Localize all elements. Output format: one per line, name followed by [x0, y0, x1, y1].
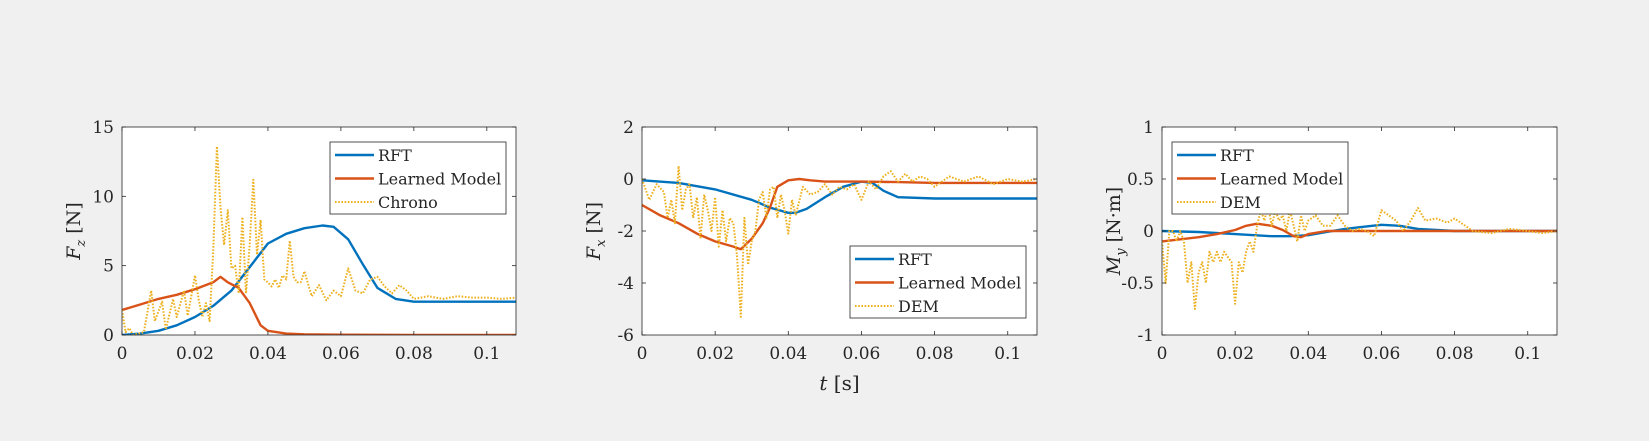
y-label-unit: [N·m]	[1103, 187, 1125, 249]
series-line-chrono	[122, 145, 516, 335]
legend-label: Chrono	[378, 193, 438, 212]
series-group	[1162, 204, 1557, 310]
legend: RFT Learned Model DEM	[849, 245, 1027, 319]
x-tick-label: 0.04	[1289, 344, 1327, 364]
axes-frame	[121, 126, 517, 336]
y-label-subscript: z	[74, 240, 89, 248]
series-line-learned-model	[1162, 222, 1557, 243]
y-label-subscript: x	[594, 239, 609, 247]
x-label-unit: [s]	[827, 371, 859, 395]
legend-label: DEM	[898, 297, 939, 316]
y-label-symbol: F	[583, 246, 605, 261]
y-label-unit: [N]	[63, 202, 85, 240]
x-tick-label: 0.06	[1363, 344, 1401, 364]
x-tick-label: 0.08	[916, 344, 954, 364]
x-tick-label: 0.08	[395, 344, 433, 364]
series-group	[642, 165, 1037, 318]
y-label-symbol: M	[1103, 255, 1125, 276]
y-axis-label: My [N·m]	[1103, 187, 1129, 276]
y-tick-label: 2	[623, 118, 634, 138]
x-tick-label: 0.06	[322, 344, 360, 364]
y-label-symbol: F	[63, 246, 85, 261]
legend-label: Learned Model	[1220, 170, 1343, 189]
y-tick-label: 0	[1143, 222, 1154, 242]
y-label-unit: [N]	[583, 202, 605, 240]
legend-label: Learned Model	[378, 170, 501, 189]
x-tick-label: 0	[1157, 344, 1168, 364]
x-tick-label: 0.02	[176, 344, 214, 364]
y-axis-label: Fz [N]	[63, 202, 89, 261]
legend-label: Learned Model	[898, 274, 1021, 293]
x-tick-label: 0.1	[1514, 344, 1541, 364]
x-tick-label: 0.06	[843, 344, 881, 364]
legend-label: DEM	[1220, 193, 1261, 212]
series-line-dem	[642, 165, 1037, 318]
y-label-subscript: y	[1114, 248, 1129, 257]
x-tick-label: 0	[117, 344, 128, 364]
y-axis-label: Fx [N]	[583, 202, 609, 261]
x-tick-label: 0.02	[1216, 344, 1254, 364]
y-tick-label: -4	[617, 274, 634, 294]
y-tick-label: 0	[103, 326, 114, 346]
x-label-symbol: t	[819, 371, 828, 395]
x-tick-label: 0.02	[696, 344, 734, 364]
legend: RFT Learned Model Chrono	[329, 141, 507, 215]
x-tick-label: 0.1	[473, 344, 500, 364]
chart-1: 0 0.02 0.04 0.06 0.08 0.1 0 5 10 15 Fz [N] RFT Learn…	[63, 118, 517, 364]
legend: RFT Learned Model DEM	[1171, 141, 1349, 215]
chart-3: 0 0.02 0.04 0.06 0.08 0.1 -1 -0.5 0 0.5 1 My [N·m] R…	[1103, 118, 1558, 364]
y-tick-label: 1	[1143, 118, 1154, 138]
legend-label: RFT	[1220, 146, 1254, 165]
y-tick-label: 0.5	[1127, 170, 1154, 190]
x-tick-label: 0	[637, 344, 648, 364]
legend-label: RFT	[378, 146, 412, 165]
series-line-dem	[1162, 204, 1557, 310]
x-axis-label: t [s]	[819, 371, 859, 395]
y-tick-label: -2	[617, 222, 634, 242]
y-tick-label: 10	[92, 187, 114, 207]
y-tick-label: -1	[1137, 326, 1154, 346]
chart-2: 0 0.02 0.04 0.06 0.08 0.1 -6 -4 -2 0 2 Fx [N] t [s] R…	[583, 118, 1038, 395]
x-tick-label: 0.08	[1436, 344, 1474, 364]
y-tick-label: -0.5	[1121, 274, 1154, 294]
series-line-learned-model	[642, 177, 1037, 251]
y-tick-label: 5	[103, 257, 114, 277]
y-tick-label: 0	[623, 170, 634, 190]
y-tick-label: -6	[617, 326, 634, 346]
y-tick-label: 15	[92, 118, 114, 138]
x-tick-label: 0.04	[249, 344, 287, 364]
x-tick-label: 0.04	[769, 344, 807, 364]
x-tick-label: 0.1	[994, 344, 1021, 364]
legend-label: RFT	[898, 250, 932, 269]
series-line-rft	[122, 224, 516, 335]
